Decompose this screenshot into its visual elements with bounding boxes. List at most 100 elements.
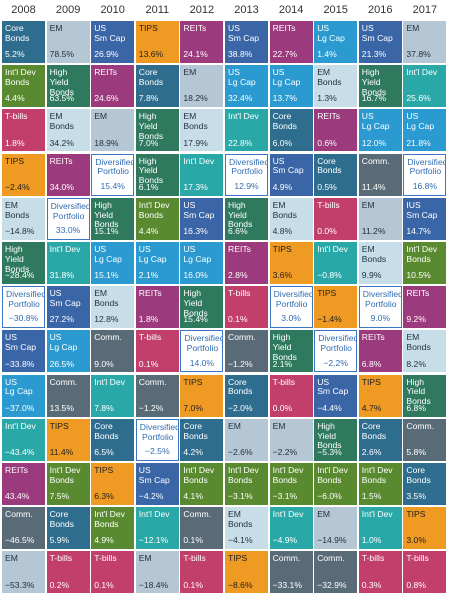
return-value: 1.0%	[361, 535, 382, 546]
asset-class-label: Int'l Dev	[5, 420, 36, 431]
asset-class-label: Int'l Dev	[272, 509, 304, 520]
return-cell-reits: REITs 1.8%	[135, 286, 179, 329]
return-cell-em: EM −2.2%	[269, 418, 313, 461]
return-cell-em: EM −14.9%	[314, 507, 358, 550]
return-value: 9.9%	[361, 270, 382, 281]
asset-class-label: TIPS	[361, 376, 381, 387]
return-value: 3.0%	[281, 313, 301, 324]
return-cell-core-bonds: Core Bonds 5.2%	[2, 21, 45, 63]
return-cell-t-bills: T-bills 0.1%	[135, 330, 179, 373]
return-cell-us-lg-cap: US Lg Cap 13.7%	[269, 65, 313, 108]
return-cell-t-bills: T-bills 0.3%	[358, 551, 402, 594]
return-value: 0.1%	[183, 579, 203, 590]
return-cell-int-l-dev-bonds: Int'l Dev Bonds 4.9%	[91, 507, 135, 550]
return-value: 21.8%	[406, 137, 431, 148]
return-value: 15.4%	[100, 180, 125, 191]
asset-class-label: EM Bonds	[317, 67, 342, 87]
return-cell-us-sm-cap: IUS Sm Cap 14.7%	[403, 197, 447, 240]
return-cell-us-sm-cap: US Sm Cap 27.2%	[46, 286, 90, 329]
return-cell-us-sm-cap: US Sm Cap −33.8%	[2, 330, 45, 373]
asset-class-label: Diversified Portfolio	[184, 333, 224, 354]
return-value: −33.1%	[272, 579, 302, 590]
return-cell-comm: Comm. −46.5%	[2, 507, 45, 550]
asset-class-label: Diversified Portfolio	[139, 421, 179, 442]
return-cell-us-sm-cap: US Sm Cap −4.2%	[135, 463, 179, 505]
return-value: 12.9%	[234, 180, 259, 191]
asset-class-label: TIPS	[5, 155, 25, 166]
asset-class-label: High Yield Bonds	[228, 199, 253, 230]
asset-class-label: REITs	[228, 244, 251, 254]
asset-class-label: TIPS	[49, 420, 69, 431]
return-cell-tips: TIPS 4.7%	[358, 374, 402, 417]
return-value: 6.6%	[228, 226, 248, 236]
return-value: 9.2%	[406, 314, 426, 325]
asset-class-label: Core Bonds	[138, 67, 164, 87]
return-cell-t-bills: T-bills 0.8%	[403, 551, 447, 594]
asset-class-label: Comm.	[94, 332, 122, 343]
return-cell-us-lg-cap: US Lg Cap 32.4%	[225, 65, 268, 108]
return-value: −0.8%	[317, 270, 342, 281]
asset-class-label: Int'l Dev	[361, 509, 393, 520]
asset-class-label: High Yield Bonds	[138, 111, 164, 141]
asset-class-label: High Yield Bonds	[406, 376, 431, 407]
return-value: 14.0%	[189, 357, 215, 368]
return-value: −37.0%	[5, 402, 35, 413]
return-value: 3.5%	[406, 491, 426, 502]
return-cell-tips: TIPS −1.4%	[314, 286, 358, 329]
return-cell-high-yield-bonds: High Yield Bonds −28.4%	[2, 242, 45, 284]
asset-class-label: TIPS	[183, 376, 203, 387]
asset-class-label: US Lg Cap	[361, 111, 390, 132]
return-value: 3.0%	[406, 535, 426, 546]
return-cell-em-bonds: EM Bonds 12.8%	[91, 286, 135, 329]
return-cell-reits: REITs 0.6%	[314, 109, 358, 152]
asset-class-label: US Lg Cap	[49, 332, 78, 353]
return-cell-reits: REITs 24.6%	[91, 65, 135, 108]
asset-class-label: High Yield Bonds	[94, 199, 119, 230]
return-value: 2.8%	[228, 270, 248, 281]
return-cell-high-yield-bonds: High Yield Bonds 15.1%	[91, 197, 135, 240]
asset-class-label: Int'l Dev Bonds	[5, 67, 36, 87]
return-cell-diversified-portfolio: Diversified Portfolio −2.2%	[314, 330, 358, 373]
asset-class-label: Comm.	[49, 376, 78, 387]
asset-class-label: IUS Sm Cap	[406, 199, 438, 220]
asset-class-label: REITs	[272, 23, 296, 33]
return-cell-core-bonds: Core Bonds 6.5%	[91, 418, 135, 461]
return-cell-comm: Comm. −1.2%	[225, 330, 268, 373]
asset-class-label: EM	[406, 23, 420, 33]
return-value: 13.6%	[138, 49, 164, 60]
asset-class-label: US Lg Cap	[5, 376, 33, 397]
asset-class-label: EM Bonds	[406, 332, 431, 353]
return-value: 0.0%	[317, 226, 337, 236]
return-value: 6.8%	[406, 402, 426, 413]
return-value: 18.2%	[183, 93, 208, 104]
asset-class-label: EM Bonds	[49, 111, 74, 132]
return-value: 17.3%	[183, 181, 208, 192]
return-cell-int-l-dev-bonds: Int'l Dev Bonds −3.1%	[269, 463, 313, 505]
return-value: −2.6%	[228, 447, 253, 457]
return-value: 0.6%	[317, 137, 337, 148]
asset-class-label: US Sm Cap	[228, 23, 260, 43]
return-value: −1.4%	[317, 314, 342, 325]
return-cell-high-yield-bonds: High Yield Bonds 63.5%	[46, 65, 90, 108]
return-value: 0.1%	[138, 358, 159, 369]
asset-class-label: T-bills	[94, 553, 117, 564]
return-value: 1.8%	[138, 314, 159, 325]
return-value: 24.6%	[94, 93, 119, 104]
asset-class-label: US Sm Cap	[272, 155, 304, 176]
asset-class-label: Int'l Dev	[49, 244, 81, 254]
return-cell-high-yield-bonds: High Yield Bonds 7.0%	[135, 109, 179, 152]
return-value: 16.8%	[412, 180, 438, 191]
return-value: 13.7%	[272, 93, 297, 104]
return-value: 31.8%	[49, 270, 74, 281]
return-value: 15.1%	[94, 226, 119, 236]
return-cell-diversified-portfolio: Diversified Portfolio 12.9%	[225, 153, 268, 196]
asset-class-label: US Lg Cap	[94, 244, 122, 264]
return-cell-us-lg-cap: US Lg Cap 15.1%	[91, 242, 135, 284]
asset-class-label: EM	[228, 420, 241, 431]
return-cell-core-bonds: Core Bonds 0.5%	[314, 153, 358, 196]
return-cell-tips: TIPS 3.0%	[403, 507, 447, 550]
return-cell-em: EM 18.2%	[180, 65, 224, 108]
return-value: −1.2%	[138, 402, 164, 413]
return-value: 1.3%	[317, 93, 337, 104]
asset-class-label: Diversified Portfolio	[407, 156, 447, 177]
